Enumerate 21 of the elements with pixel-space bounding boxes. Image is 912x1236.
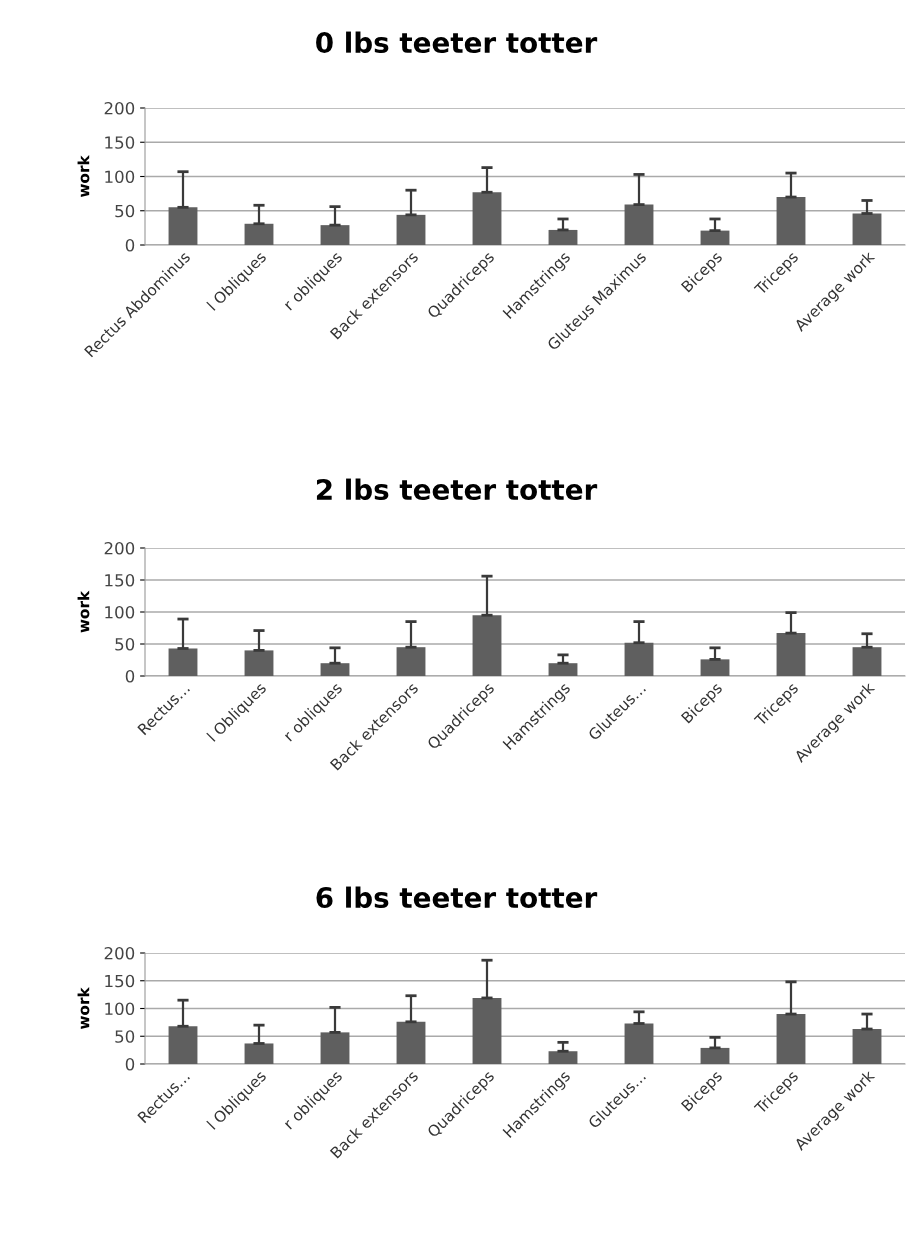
- y-tick-label: 150: [105, 573, 135, 587]
- y-tick-label: 200: [104, 101, 135, 115]
- y-tick-label: 150: [105, 136, 135, 149]
- y-tick-label: 50: [115, 1030, 135, 1043]
- y-tick-label: 200: [104, 946, 135, 960]
- y-axis-title: work: [77, 590, 90, 633]
- y-axis-title: work: [77, 155, 90, 198]
- y-tick-label: 100: [105, 170, 135, 184]
- chart-title: 0 lbs teeter totter: [316, 31, 598, 54]
- y-tick-label: 150: [105, 974, 135, 988]
- y-tick-label: 50: [115, 637, 135, 651]
- chart-title: 2 lbs teeter totter: [316, 478, 598, 501]
- y-tick-label: 100: [105, 605, 135, 619]
- chart-title: 6 lbs teeter totter: [316, 886, 598, 909]
- y-tick-label: 100: [105, 1002, 135, 1016]
- y-tick-label: 0: [125, 1057, 135, 1071]
- y-tick-label: 50: [115, 204, 135, 218]
- y-tick-label: 0: [125, 669, 135, 683]
- y-axis-title: work: [77, 987, 90, 1030]
- y-tick-label: 0: [125, 238, 135, 252]
- y-tick-label: 200: [104, 541, 135, 555]
